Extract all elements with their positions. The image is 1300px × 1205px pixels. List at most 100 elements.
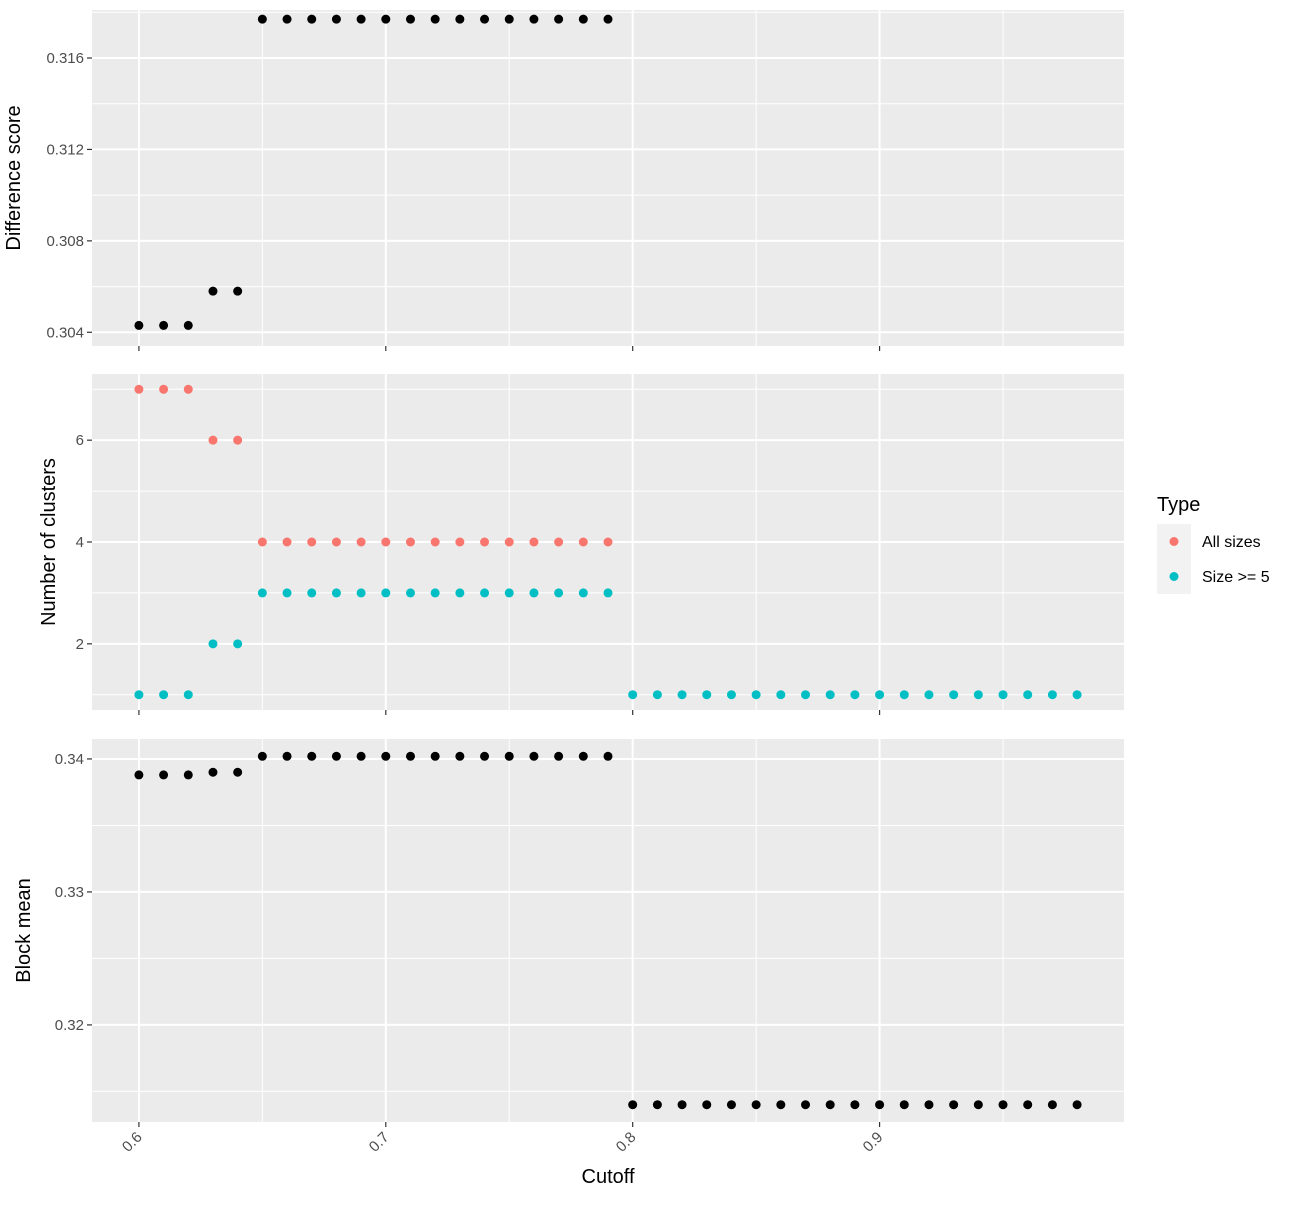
data-point [554, 14, 564, 24]
data-point [233, 286, 243, 296]
data-point [430, 537, 440, 547]
data-point [998, 690, 1008, 700]
data-point [998, 1100, 1008, 1110]
data-point [924, 690, 934, 700]
y-tick-label: 0.304 [46, 324, 84, 341]
data-point [554, 537, 564, 547]
data-point [726, 1100, 736, 1110]
data-point [529, 751, 539, 761]
data-point [208, 286, 218, 296]
data-point [257, 588, 267, 598]
data-point [257, 751, 267, 761]
data-point [282, 751, 292, 761]
data-point [702, 690, 712, 700]
data-point [331, 751, 341, 761]
legend-entry-label: All sizes [1202, 534, 1261, 551]
series-1 [134, 14, 613, 330]
y-axis-title: Number of clusters [38, 458, 60, 626]
data-point [405, 537, 415, 547]
data-point [603, 588, 613, 598]
data-point [159, 320, 169, 330]
y-tick-label: 0.34 [55, 751, 84, 768]
data-point [134, 320, 144, 330]
panel-2: 2 4 6 Number of clusters [38, 374, 1124, 715]
data-point [1047, 690, 1057, 700]
data-point [603, 537, 613, 547]
data-point [455, 14, 465, 24]
legend-key-symbol [1169, 537, 1179, 546]
data-point [1047, 1100, 1057, 1110]
y-axis-title: Difference score [3, 105, 25, 250]
data-point [776, 1100, 786, 1110]
data-point [405, 751, 415, 761]
data-point [801, 1100, 811, 1110]
x-tick-label: 0.9 [860, 1129, 887, 1156]
x-axis-title: Cutoff [582, 1166, 635, 1188]
data-point [381, 537, 391, 547]
data-point [159, 384, 169, 394]
data-point [134, 384, 144, 394]
data-point [924, 1100, 934, 1110]
data-point [356, 14, 366, 24]
data-point [356, 537, 366, 547]
data-point [282, 537, 292, 547]
data-point [504, 537, 514, 547]
data-point [307, 14, 317, 24]
panel-background [92, 10, 1124, 346]
data-point [652, 1100, 662, 1110]
data-point [850, 1100, 860, 1110]
data-point [331, 588, 341, 598]
data-point [134, 690, 144, 700]
data-point [307, 588, 317, 598]
data-point [825, 1100, 835, 1110]
data-point [504, 588, 514, 598]
data-point [307, 537, 317, 547]
data-point [381, 14, 391, 24]
data-point [973, 1100, 983, 1110]
y-tick-label: 0.312 [46, 141, 84, 158]
data-point [702, 1100, 712, 1110]
data-point [208, 639, 218, 649]
y-tick-label: 0.32 [55, 1017, 84, 1034]
y-tick-label: 0.33 [55, 884, 84, 901]
data-point [776, 690, 786, 700]
y-axis-title: Block mean [13, 878, 35, 983]
data-point [652, 690, 662, 700]
data-point [554, 751, 564, 761]
data-point [628, 1100, 638, 1110]
data-point [578, 588, 588, 598]
data-point [973, 690, 983, 700]
data-point [455, 751, 465, 761]
data-point [405, 14, 415, 24]
data-point [356, 751, 366, 761]
panel-background [92, 739, 1124, 1122]
legend: Type All sizes Size >= 5 [1157, 494, 1270, 594]
data-point [1072, 690, 1082, 700]
data-point [183, 320, 193, 330]
data-point [480, 588, 490, 598]
data-point [1023, 690, 1033, 700]
data-point [480, 14, 490, 24]
data-point [628, 690, 638, 700]
data-point [381, 751, 391, 761]
data-point [850, 690, 860, 700]
data-point [751, 1100, 761, 1110]
data-point [1072, 1100, 1082, 1110]
y-tick-label: 2 [76, 636, 84, 653]
data-point [331, 537, 341, 547]
data-point [726, 690, 736, 700]
data-point [208, 767, 218, 777]
data-point [208, 435, 218, 445]
data-point [529, 537, 539, 547]
data-point [183, 770, 193, 780]
data-point [949, 1100, 959, 1110]
data-point [331, 14, 341, 24]
data-point [257, 537, 267, 547]
legend-title: Type [1157, 494, 1200, 516]
data-point [677, 690, 687, 700]
data-point [307, 751, 317, 761]
data-point [899, 690, 909, 700]
data-point [578, 537, 588, 547]
x-tick-label: 0.8 [613, 1129, 640, 1156]
